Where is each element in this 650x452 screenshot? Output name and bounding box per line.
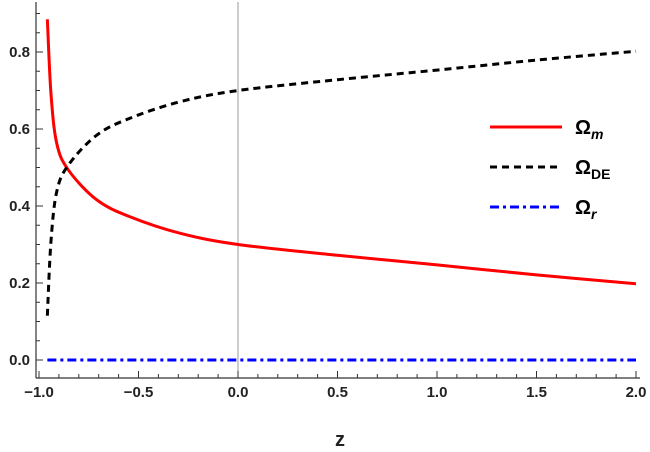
x-tick-label: 1.5: [526, 384, 547, 401]
x-tick-label: −0.5: [124, 384, 154, 401]
x-tick-label: 0.0: [228, 384, 249, 401]
y-tick-label: 0.4: [9, 198, 31, 215]
series-line-0: [45, 19, 637, 286]
y-tick-label: 0.0: [9, 352, 30, 369]
legend-label-1: ΩDE: [575, 157, 611, 182]
x-tick-label: 2.0: [626, 384, 647, 401]
x-tick-label: −1.0: [24, 384, 54, 401]
x-axis-label: z: [335, 429, 345, 451]
y-tick-label: 0.6: [9, 121, 30, 138]
y-tick-label: 0.8: [9, 44, 30, 61]
plot-area: 0.0 0.2 0.4 0.6 0.8 −1.0 −0.5 0.0 0.5 1.0 1.5 2.0: [9, 2, 646, 401]
x-tick-label: 1.0: [427, 384, 448, 401]
x-tick-label: 0.5: [327, 384, 348, 401]
series-line-1: [45, 49, 637, 316]
legend-label-0: Ωm: [575, 117, 604, 142]
legend: Ωm ΩDE Ωr: [490, 117, 611, 222]
legend-label-2: Ωr: [575, 197, 598, 222]
y-tick-label: 0.2: [9, 275, 30, 292]
